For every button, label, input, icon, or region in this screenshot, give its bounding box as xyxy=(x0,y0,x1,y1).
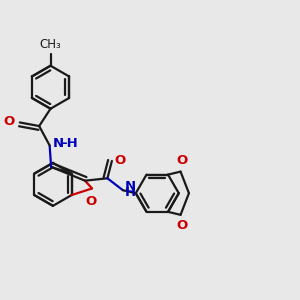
Text: N: N xyxy=(53,137,64,151)
Text: N: N xyxy=(124,180,136,193)
Text: O: O xyxy=(3,115,14,128)
Text: O: O xyxy=(176,154,188,167)
Text: -H: -H xyxy=(61,137,78,151)
Text: CH₃: CH₃ xyxy=(40,38,62,51)
Text: O: O xyxy=(176,219,188,232)
Text: O: O xyxy=(85,195,96,208)
Text: O: O xyxy=(115,154,126,167)
Text: H: H xyxy=(124,186,136,199)
